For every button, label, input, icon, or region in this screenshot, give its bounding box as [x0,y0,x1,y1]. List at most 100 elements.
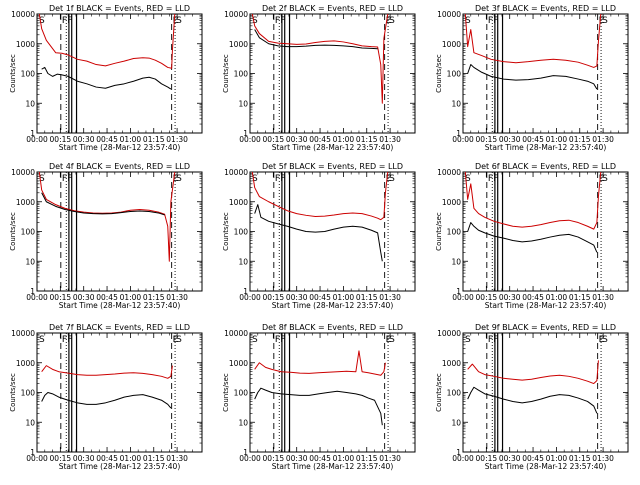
marker-label-s: S [602,174,608,184]
y-tick-label: 10000 [224,168,248,177]
y-axis-label: Counts/sec [9,212,17,251]
y-tick-label: 1000 [16,40,35,49]
x-tick-label: 00:00 [239,454,261,463]
event-lines [60,333,176,452]
marker-label-f: F [488,16,493,26]
x-tick-label: 00:00 [239,135,261,144]
y-tick-label: 100 [234,70,249,79]
x-tick-label: 00:30 [73,293,95,302]
series-line-black-events [254,387,383,426]
marker-label-start: S [252,174,258,184]
x-tick-label: 01:00 [333,454,355,463]
x-tick-label: 00:00 [26,454,48,463]
series-line-black-events [467,64,598,90]
plot-frame [36,171,203,292]
x-axis-label: Start Time (28-Mar-12 23:57:40) [272,301,394,310]
series-line-black-events [41,392,172,409]
event-lines [60,14,176,133]
x-axis-label: Start Time (28-Mar-12 23:57:40) [272,143,394,152]
x-tick-label: 00:15 [476,135,498,144]
y-axis-label: Counts/sec [435,54,443,93]
y-tick-label: 1000 [16,198,35,207]
series-line-black-events [41,66,172,90]
x-tick-label: 01:15 [569,135,591,144]
marker-label-start: S [39,174,45,184]
marker-label-f: F [280,335,285,345]
x-tick-label: 01:30 [166,135,188,144]
y-tick-label: 10000 [11,168,35,177]
series-line-red-lld [38,14,176,69]
y-tick-label: 1000 [442,40,461,49]
marker-label-f: F [275,174,280,184]
marker-label-e: E [173,174,179,184]
chart-title: Det 4f BLACK = Events, RED = LLD [49,162,190,171]
x-tick-label: 00:45 [522,293,544,302]
x-tick-label: 00:00 [26,293,48,302]
marker-label-f: F [67,174,72,184]
y-tick-label: 1 [456,129,461,138]
y-tick-label: 1 [30,448,35,457]
series-group [251,14,389,104]
x-tick-label: 00:30 [286,454,308,463]
panel-9: Det 9f BLACK = Events, RED = LLD 1 10 100 10… [435,323,629,471]
marker-label-e: E [386,174,392,184]
marker-label-s: S [602,16,608,26]
x-tick-label: 00:45 [522,454,544,463]
series-line-black-events [254,204,383,262]
y-tick-label: 10 [238,257,248,266]
series-line-black-events [467,386,598,414]
series-line-red-lld [464,172,602,230]
event-lines [60,172,176,291]
series-group [38,14,176,90]
marker-label-s: S [389,335,395,345]
chart-title: Det 7f BLACK = Events, RED = LLD [49,323,190,332]
x-tick-label: 01:00 [546,293,568,302]
x-tick-label: 01:00 [546,135,568,144]
marker-label-e: E [599,16,605,26]
y-tick-label: 10 [238,99,248,108]
marker-label-f: F [62,16,67,26]
y-tick-label: 100 [447,70,462,79]
y-tick-label: 1 [30,129,35,138]
x-tick-label: 01:15 [143,135,165,144]
x-tick-label: 00:30 [499,135,521,144]
y-tick-label: 10000 [437,168,461,177]
x-tick-label: 00:45 [96,293,118,302]
panel-1: Det 1f BLACK = Events, RED = LLD 1 10 100 10… [9,4,203,152]
x-tick-label: 01:30 [592,454,614,463]
y-tick-label: 1 [243,448,248,457]
y-tick-label: 1 [243,129,248,138]
marker-label-f: F [493,16,498,26]
x-tick-label: 00:00 [239,293,261,302]
marker-label-f: F [488,335,493,345]
panel-4: Det 4f BLACK = Events, RED = LLD 1 10 100 10… [9,162,203,310]
x-axis-label: Start Time (28-Mar-12 23:57:40) [59,143,181,152]
marker-label-e: E [599,335,605,345]
y-tick-label: 10000 [11,329,35,338]
marker-label-s: S [176,174,182,184]
chart-title: Det 9f BLACK = Events, RED = LLD [475,323,616,332]
x-tick-label: 01:00 [120,135,142,144]
x-tick-label: 00:00 [452,293,474,302]
x-tick-label: 01:00 [120,454,142,463]
marker-label-start: S [39,16,45,26]
y-tick-label: 100 [447,389,462,398]
x-tick-label: 01:30 [592,293,614,302]
x-axis-label: Start Time (28-Mar-12 23:57:40) [485,301,607,310]
series-line-red-lld [467,360,599,385]
y-tick-label: 100 [447,228,462,237]
chart-title: Det 8f BLACK = Events, RED = LLD [262,323,403,332]
x-axis-label: Start Time (28-Mar-12 23:57:40) [272,462,394,471]
x-tick-label: 01:15 [143,454,165,463]
series-group [41,365,173,409]
x-tick-label: 00:15 [263,135,285,144]
marker-label-f: F [67,335,72,345]
y-tick-label: 10 [451,418,461,427]
x-tick-label: 01:00 [546,454,568,463]
x-tick-label: 00:30 [499,293,521,302]
x-axis-label: Start Time (28-Mar-12 23:57:40) [59,462,181,471]
y-tick-label: 10000 [11,10,35,19]
x-tick-label: 01:00 [333,135,355,144]
